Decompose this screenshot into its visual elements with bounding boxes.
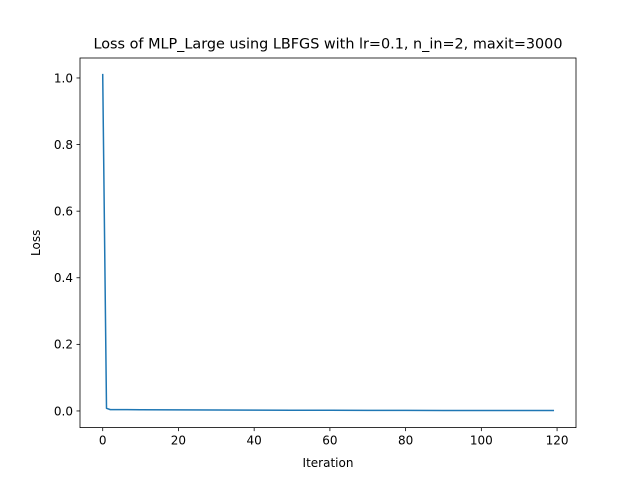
x-tick-label: 60	[322, 434, 337, 448]
series-line-loss	[101, 73, 555, 412]
x-tick-label: 0	[99, 434, 107, 448]
y-axis-ticks: 0.0 0.2 0.4 0.6 0.8 1.0	[54, 71, 80, 418]
series-layer	[101, 73, 555, 412]
x-tick-label: 120	[546, 434, 569, 448]
y-tick-label: 0.0	[54, 404, 73, 418]
x-tick-label: 40	[247, 434, 262, 448]
x-tick-label: 80	[398, 434, 413, 448]
y-tick-label: 0.2	[54, 338, 73, 352]
x-tick-label: 100	[470, 434, 493, 448]
y-axis-label: Loss	[29, 230, 43, 256]
x-axis-ticks: 0 20 40 60 80 100 120	[99, 427, 569, 448]
y-tick-label: 0.6	[54, 204, 73, 218]
y-tick-label: 0.4	[54, 271, 73, 285]
y-tick-label: 0.8	[54, 138, 73, 152]
x-axis-label: Iteration	[303, 456, 354, 470]
x-tick-label: 20	[171, 434, 186, 448]
axes-frame	[79, 57, 577, 429]
chart-title: Loss of MLP_Large using LBFGS with lr=0.…	[93, 37, 562, 53]
y-tick-label: 1.0	[54, 71, 73, 85]
